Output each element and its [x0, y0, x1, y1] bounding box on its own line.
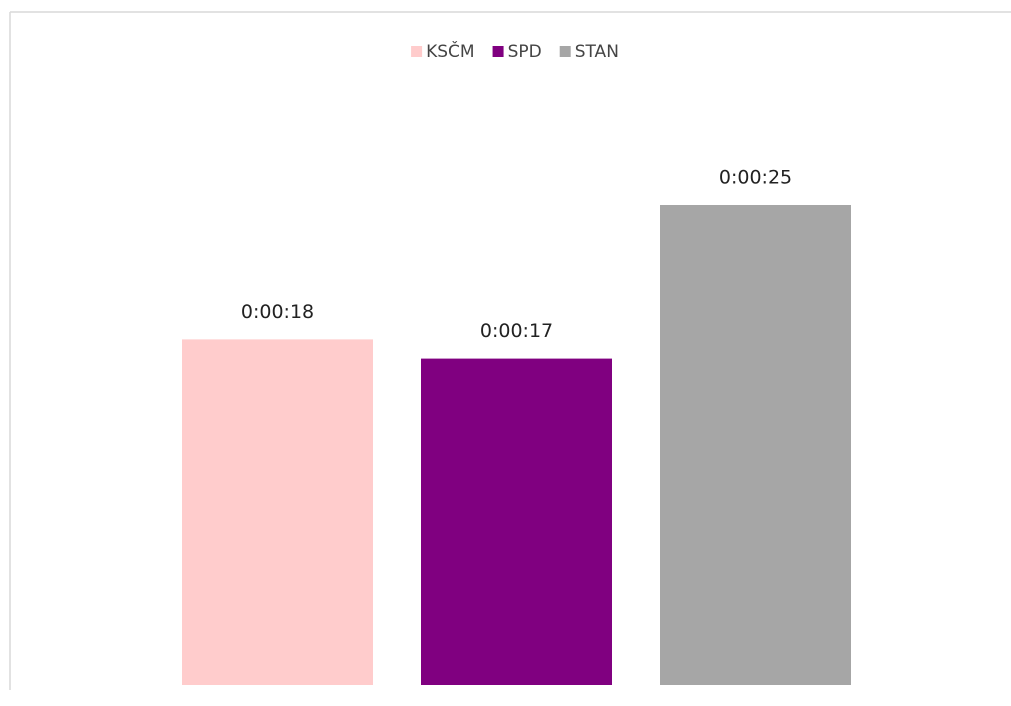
- data-label: 0:00:25: [719, 167, 792, 189]
- data-label: 0:00:17: [480, 320, 553, 342]
- legend-label: KSČM: [426, 40, 474, 62]
- bar: [182, 339, 373, 685]
- legend-label: SPD: [508, 42, 542, 62]
- bar: [421, 358, 612, 685]
- bar: [660, 205, 851, 685]
- data-label: 0:00:18: [241, 301, 314, 323]
- legend-swatch: [411, 46, 423, 57]
- legend-swatch: [492, 46, 504, 57]
- legend-label: STAN: [575, 42, 619, 62]
- legend-swatch: [559, 46, 571, 57]
